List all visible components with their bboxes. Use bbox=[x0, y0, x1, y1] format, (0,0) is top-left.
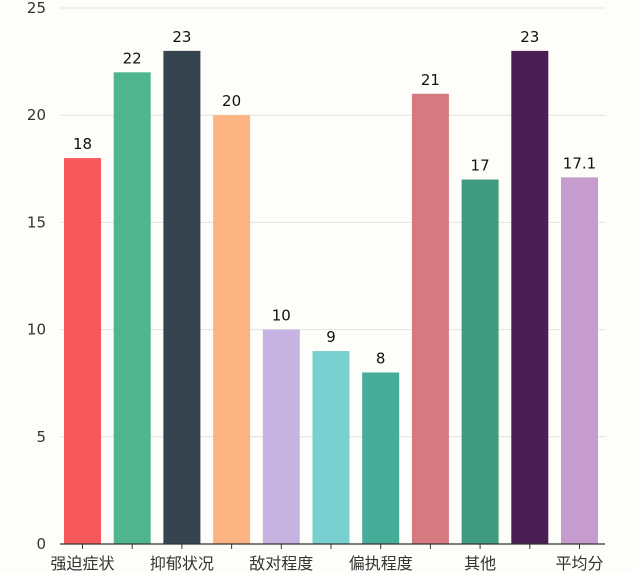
x-category-label: 其他 bbox=[464, 554, 496, 573]
y-tick-label: 15 bbox=[27, 213, 46, 231]
data-label: 17.1 bbox=[563, 154, 596, 172]
bar bbox=[213, 115, 251, 544]
bars bbox=[64, 50, 598, 544]
bar bbox=[362, 372, 400, 544]
x-category-label: 平均分 bbox=[555, 554, 603, 573]
data-label: 18 bbox=[73, 135, 92, 153]
data-label: 9 bbox=[326, 328, 336, 346]
data-label: 8 bbox=[376, 349, 386, 367]
data-labels: 18 22 23 20 10 9 8 21 17 23 17.1 bbox=[73, 28, 596, 368]
y-tick-label: 25 bbox=[27, 0, 46, 17]
y-axis-ticks: 0 5 10 15 20 25 bbox=[27, 0, 46, 553]
y-tick-label: 10 bbox=[27, 321, 46, 339]
bar bbox=[561, 177, 598, 544]
y-tick-label: 5 bbox=[36, 428, 46, 446]
bar bbox=[163, 50, 201, 544]
x-category-label: 偏执程度 bbox=[349, 554, 413, 573]
data-label: 10 bbox=[272, 307, 291, 325]
bar bbox=[64, 158, 101, 544]
x-category-label: 敌对程度 bbox=[249, 554, 313, 573]
bar bbox=[312, 351, 350, 544]
data-label: 23 bbox=[520, 28, 539, 46]
y-tick-label: 0 bbox=[36, 535, 46, 553]
x-category-label: 强迫症状 bbox=[50, 554, 114, 573]
bar bbox=[262, 329, 300, 544]
bar bbox=[461, 179, 499, 544]
bar bbox=[411, 93, 449, 544]
x-axis: 强迫症状 抑郁状况 敌对程度 偏执程度 其他 平均分 bbox=[50, 543, 605, 573]
bar bbox=[511, 50, 549, 544]
data-label: 17 bbox=[471, 157, 490, 175]
data-label: 20 bbox=[222, 92, 241, 110]
data-label: 22 bbox=[123, 49, 142, 67]
data-label: 23 bbox=[172, 28, 191, 46]
y-tick-label: 20 bbox=[27, 106, 46, 124]
bar bbox=[113, 72, 151, 544]
x-category-label: 抑郁状况 bbox=[150, 554, 214, 573]
data-label: 21 bbox=[421, 71, 440, 89]
